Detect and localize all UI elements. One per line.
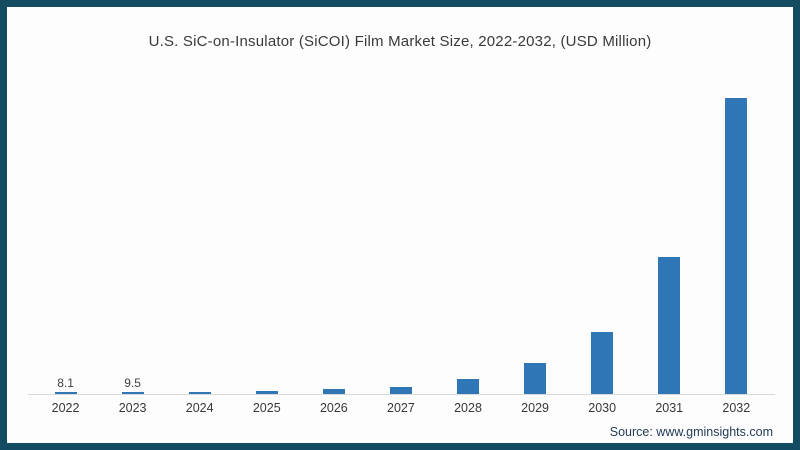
bar-2029 <box>524 363 547 394</box>
x-tick-label-2025: 2025 <box>252 401 281 415</box>
bar-2028 <box>457 379 479 394</box>
bar-slot-2027 <box>367 94 434 394</box>
bar-2031 <box>658 257 681 394</box>
bar-slot-2031 <box>636 94 703 394</box>
x-axis-labels: 2022 2023 2024 2025 2026 2027 2028 2029 2030 2031… <box>32 401 770 415</box>
x-tick-label-2027: 2027 <box>387 401 415 415</box>
bar-slot-2030 <box>569 94 636 394</box>
bar-2025 <box>255 390 278 394</box>
bar-slot-2029 <box>502 94 569 394</box>
bar-slot-2026 <box>300 94 367 394</box>
bar-2026 <box>322 388 345 394</box>
bar-2027 <box>389 386 412 394</box>
bar-slot-2028 <box>435 94 502 394</box>
x-tick-label-2026: 2026 <box>319 401 348 415</box>
x-tick-label-2024: 2024 <box>185 401 214 415</box>
x-axis-line <box>28 394 775 395</box>
bar-2030 <box>591 332 614 394</box>
x-tick-label-2032: 2032 <box>722 401 751 415</box>
bar-2024 <box>188 391 211 394</box>
x-tick-label-2030: 2030 <box>588 401 617 415</box>
x-tick-label-2029: 2029 <box>521 401 549 415</box>
bar-slot-2025 <box>233 94 300 394</box>
bar-2022 <box>54 392 77 394</box>
x-tick-label-2023: 2023 <box>118 401 147 415</box>
bar-2032 <box>725 98 748 394</box>
x-tick-label-2028: 2028 <box>454 401 482 415</box>
bar-value-label-2023: 9.5 <box>124 376 141 391</box>
x-tick-label-2022: 2022 <box>51 401 80 415</box>
bar-value-label-2022: 8.1 <box>57 376 74 391</box>
x-tick-label-2031: 2031 <box>655 401 684 415</box>
bar-slot-2022: 8.1 <box>32 94 99 394</box>
bar-slot-2023: 9.5 <box>99 94 166 394</box>
bar-2023 <box>121 392 144 394</box>
bar-slot-2024 <box>166 94 233 394</box>
bar-slot-2032 <box>703 94 770 394</box>
plot-area: 8.1 9.5 <box>32 94 770 394</box>
source-credit: Source: www.gminsights.com <box>609 425 773 439</box>
chart-title: U.S. SiC-on-Insulator (SiCOI) Film Marke… <box>148 33 652 50</box>
